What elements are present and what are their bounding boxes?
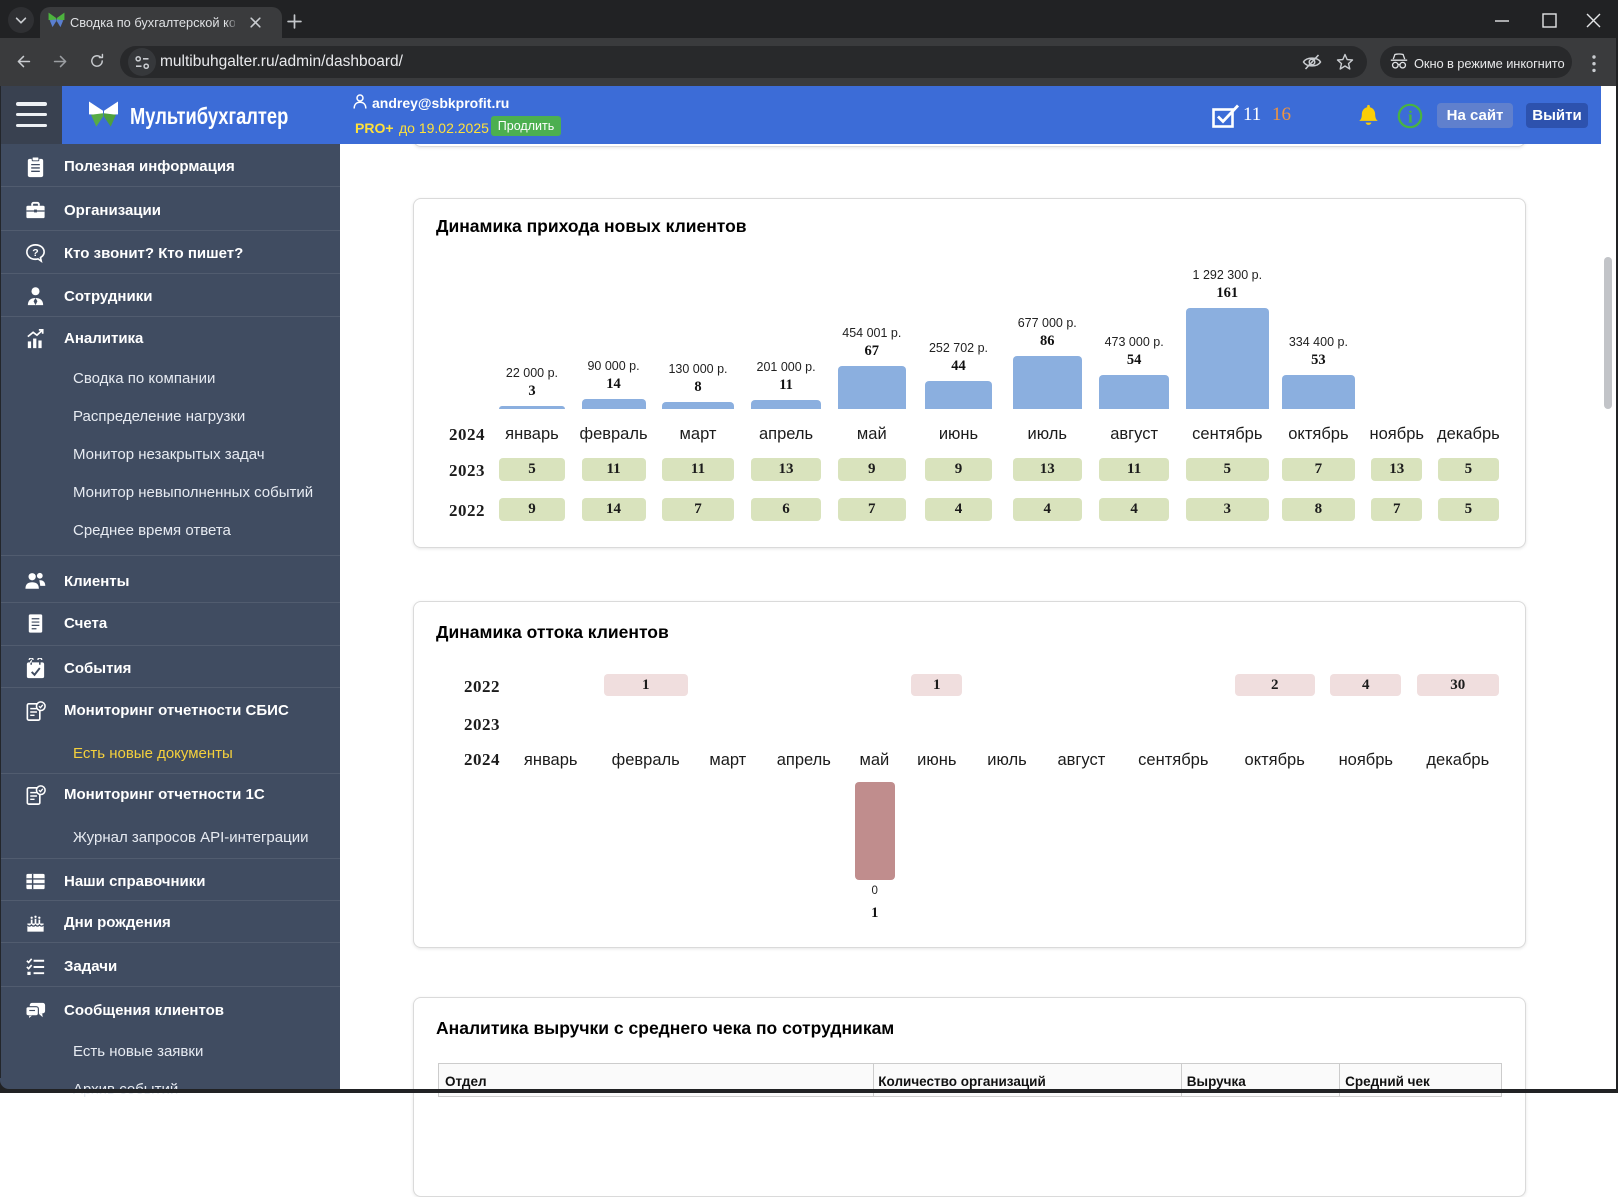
svg-text:i: i [1408, 108, 1413, 127]
svg-text:?: ? [32, 247, 38, 259]
